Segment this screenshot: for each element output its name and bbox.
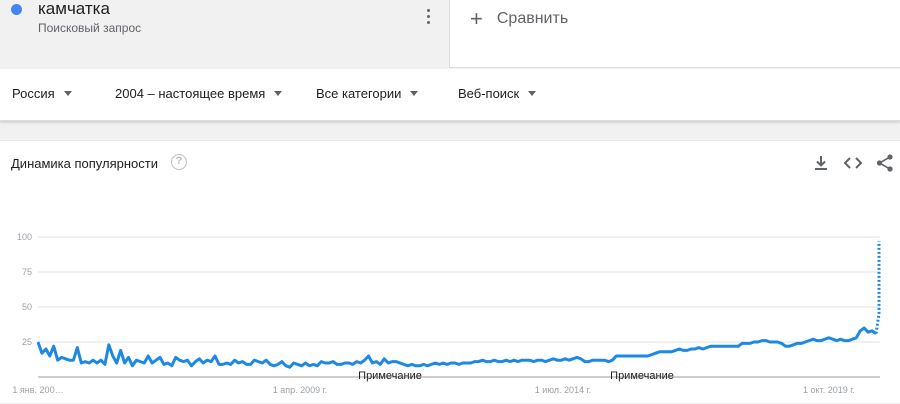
category-value: Все категории	[316, 86, 402, 101]
search-term-subtitle: Поисковый запрос	[38, 21, 142, 35]
series-line	[36, 326, 877, 369]
chart-note: Примечание	[610, 370, 674, 382]
y-tick-label: 100	[17, 232, 32, 242]
x-tick-label: 1 янв. 200…	[12, 385, 63, 395]
share-icon[interactable]	[875, 153, 895, 173]
filter-bar: Россия 2004 – настоящее время Все катего…	[0, 69, 900, 121]
interest-over-time-card: Динамика популярности ? 100 75 50 25 1 янв.…	[0, 140, 900, 403]
search-type-dropdown[interactable]: Веб-поиск	[458, 86, 537, 101]
dropdown-caret-icon	[410, 91, 419, 96]
compare-button[interactable]: + Сравнить	[470, 7, 568, 31]
top-bar: камчатка Поисковый запрос + Сравнить	[0, 0, 900, 68]
y-tick-label: 25	[22, 337, 32, 347]
forecast-line	[874, 241, 881, 334]
x-tick-label: 1 июл. 2014 г.	[535, 385, 592, 395]
help-icon[interactable]: ?	[171, 154, 187, 170]
period-dropdown[interactable]: 2004 – настоящее время	[115, 86, 283, 101]
more-vert-icon[interactable]	[421, 9, 435, 27]
x-tick-label: 1 окт. 2019 г.	[803, 385, 855, 395]
period-value: 2004 – настоящее время	[115, 86, 266, 101]
compare-label: Сравнить	[496, 10, 569, 27]
y-tick-label: 75	[22, 267, 32, 277]
search-term-card[interactable]: камчатка Поисковый запрос	[0, 0, 450, 68]
region-dropdown[interactable]: Россия	[12, 86, 72, 101]
dropdown-caret-icon	[274, 91, 283, 96]
series-color-dot	[11, 4, 22, 15]
region-value: Россия	[12, 86, 55, 101]
x-tick-label: 1 апр. 2009 г.	[273, 385, 328, 395]
y-tick-label: 50	[22, 302, 32, 312]
download-icon[interactable]	[811, 153, 831, 173]
search-term-title[interactable]: камчатка	[38, 0, 110, 18]
dropdown-caret-icon	[63, 91, 72, 96]
line-chart: 100 75 50 25 1 янв. 200… 1 апр. 2009 г. 1 июл…	[12, 232, 881, 395]
embed-icon[interactable]	[843, 153, 863, 173]
chart-note: Примечание	[358, 370, 422, 382]
card-title: Динамика популярности	[11, 156, 158, 171]
plus-icon: +	[470, 6, 483, 31]
search-type-value: Веб-поиск	[458, 86, 520, 101]
dropdown-caret-icon	[528, 91, 537, 96]
category-dropdown[interactable]: Все категории	[316, 86, 419, 101]
